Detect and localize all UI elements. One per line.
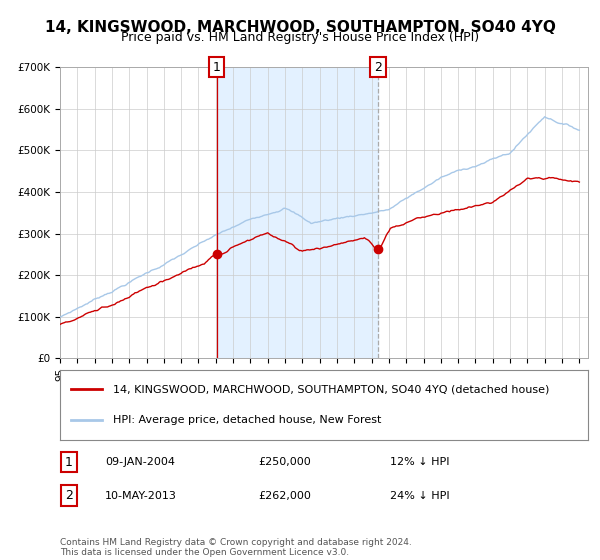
Text: Price paid vs. HM Land Registry's House Price Index (HPI): Price paid vs. HM Land Registry's House … xyxy=(121,31,479,44)
Text: £262,000: £262,000 xyxy=(258,491,311,501)
Text: 24% ↓ HPI: 24% ↓ HPI xyxy=(390,491,449,501)
Text: 10-MAY-2013: 10-MAY-2013 xyxy=(105,491,177,501)
Text: 14, KINGSWOOD, MARCHWOOD, SOUTHAMPTON, SO40 4YQ: 14, KINGSWOOD, MARCHWOOD, SOUTHAMPTON, S… xyxy=(44,20,556,35)
Text: 1: 1 xyxy=(213,60,221,74)
Text: 12% ↓ HPI: 12% ↓ HPI xyxy=(390,457,449,467)
Text: 14, KINGSWOOD, MARCHWOOD, SOUTHAMPTON, SO40 4YQ (detached house): 14, KINGSWOOD, MARCHWOOD, SOUTHAMPTON, S… xyxy=(113,384,549,394)
Text: Contains HM Land Registry data © Crown copyright and database right 2024.
This d: Contains HM Land Registry data © Crown c… xyxy=(60,538,412,557)
Text: 09-JAN-2004: 09-JAN-2004 xyxy=(105,457,175,467)
Text: 1: 1 xyxy=(65,455,73,469)
Bar xyxy=(217,67,378,358)
Text: 2: 2 xyxy=(374,60,382,74)
Text: HPI: Average price, detached house, New Forest: HPI: Average price, detached house, New … xyxy=(113,415,381,425)
Text: 2: 2 xyxy=(65,489,73,502)
Text: £250,000: £250,000 xyxy=(258,457,311,467)
